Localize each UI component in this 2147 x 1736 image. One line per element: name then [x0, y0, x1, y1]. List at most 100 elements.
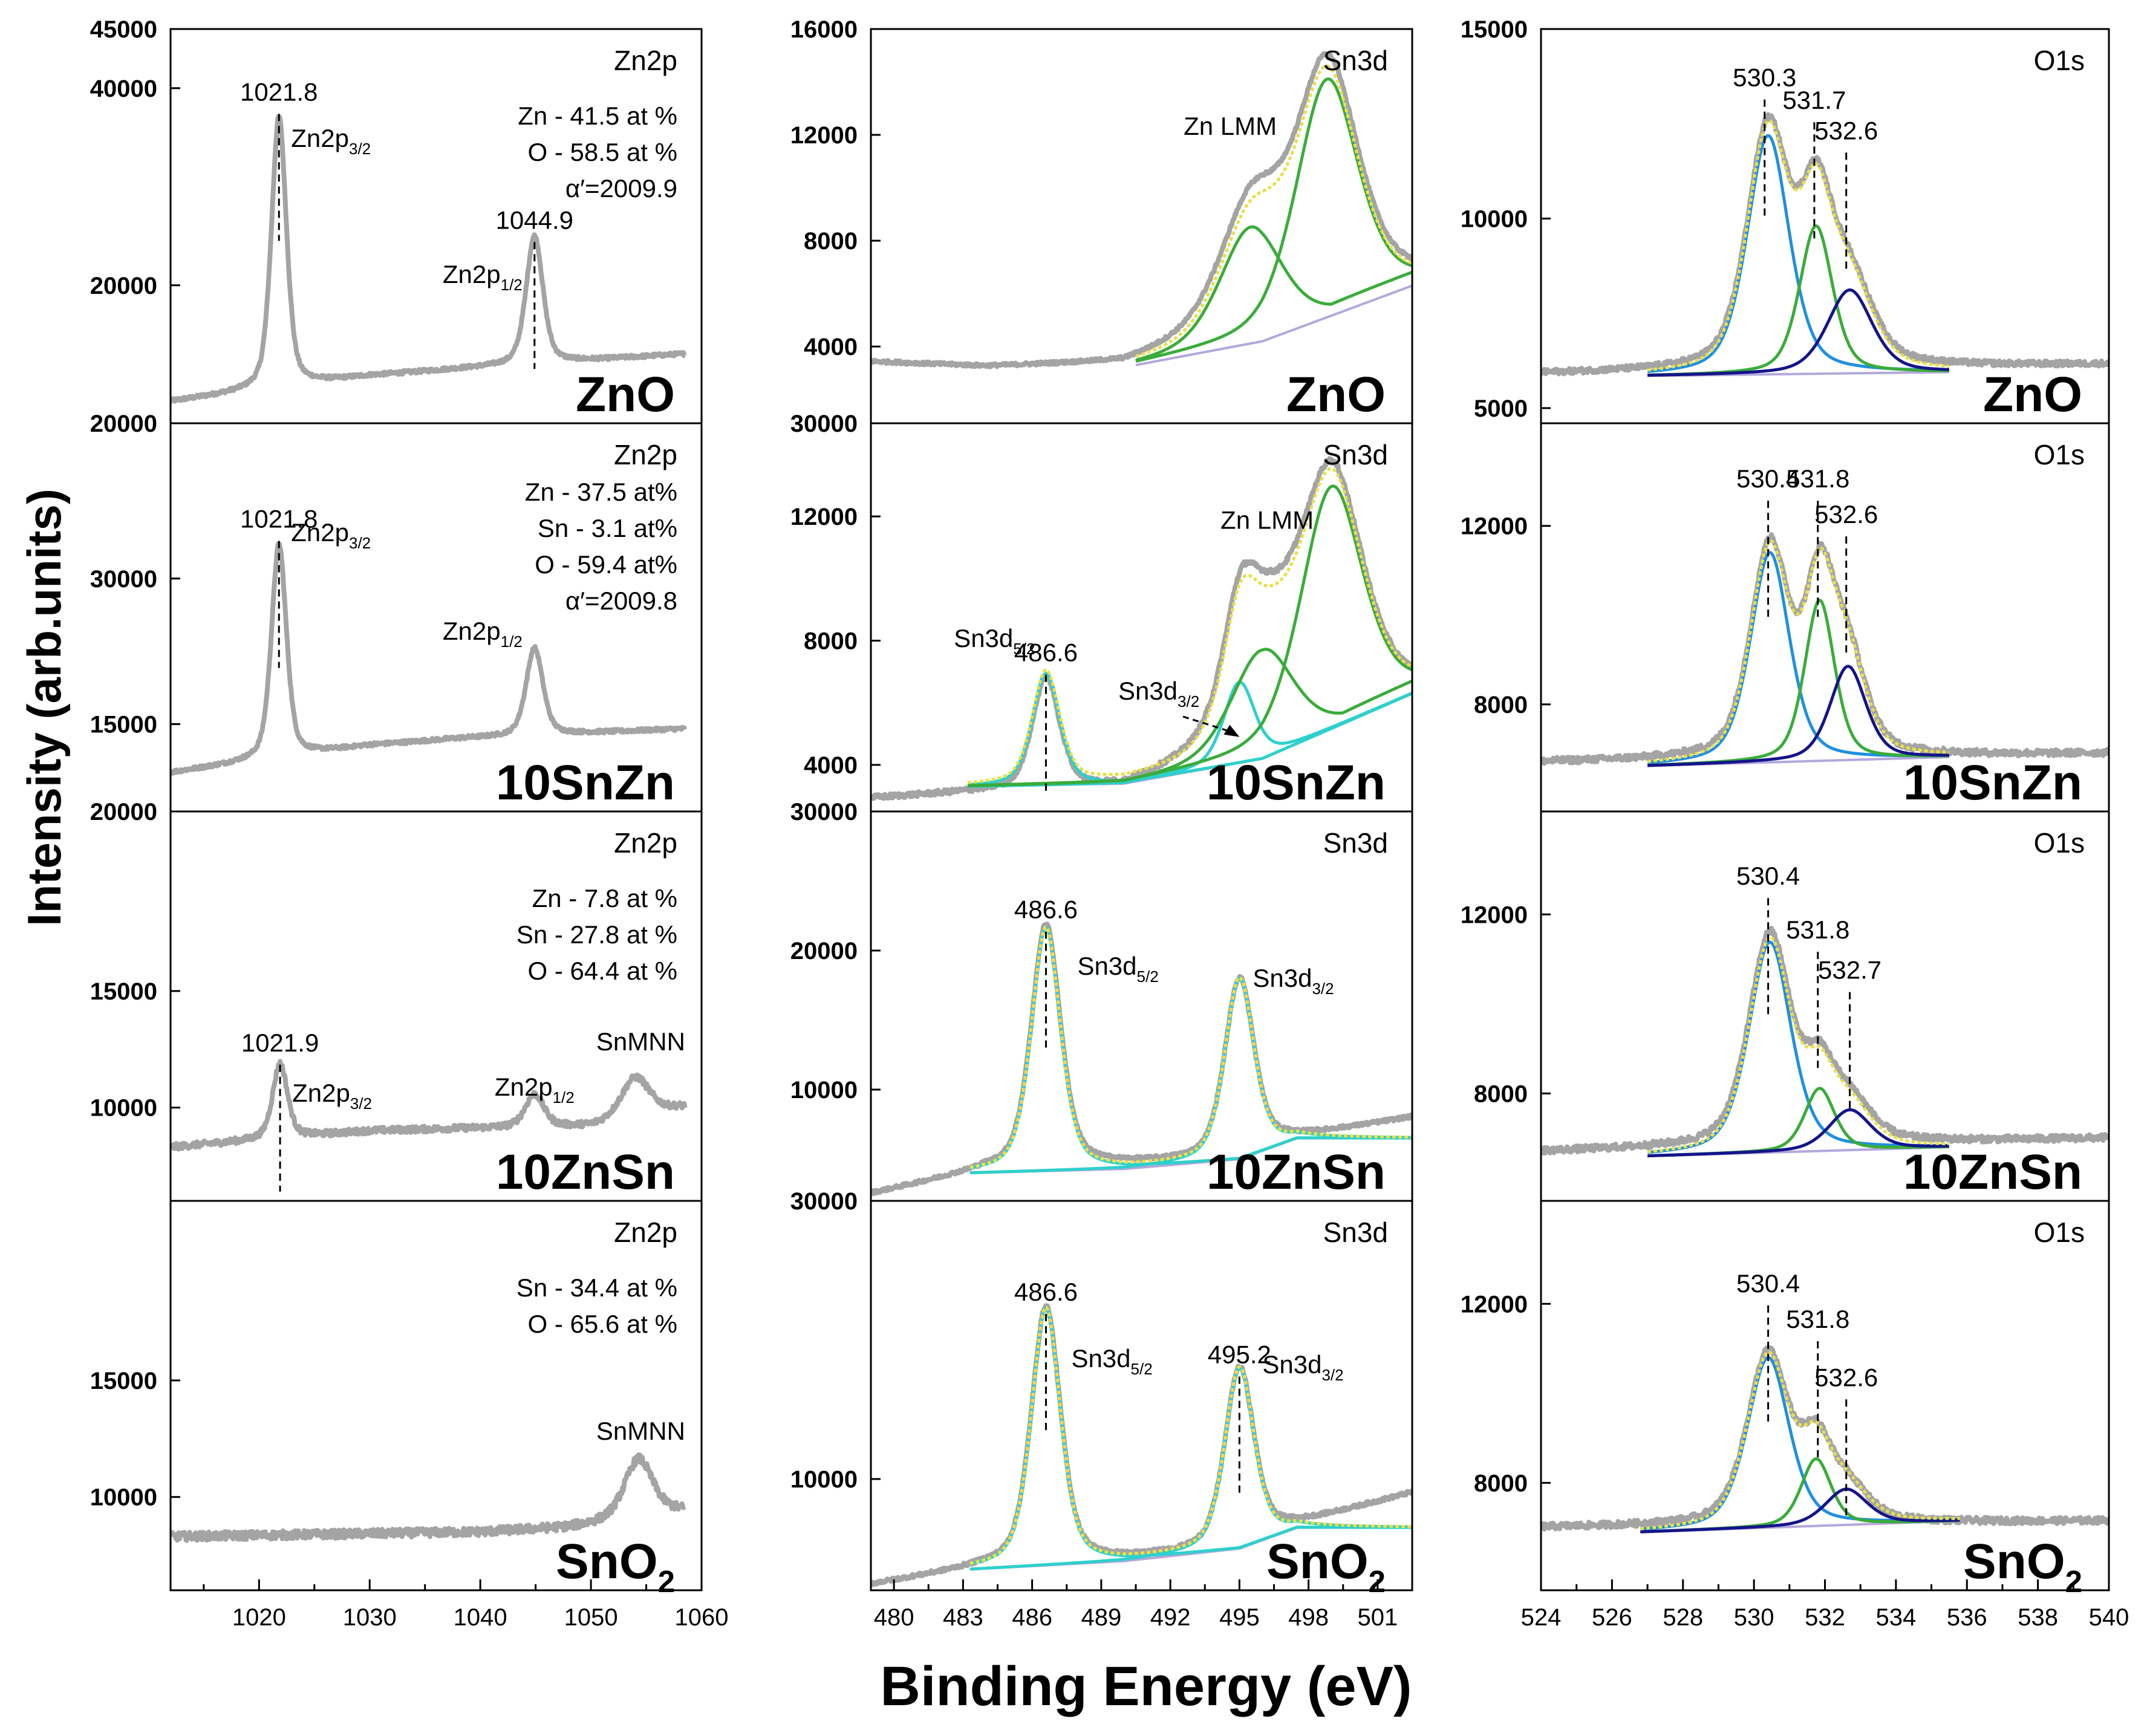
sample-label: 10ZnSn — [1207, 1145, 1386, 1200]
plot-area — [871, 456, 1412, 801]
region-label: O1s — [2034, 45, 2085, 76]
panel-frame — [870, 1200, 1413, 1591]
peak-annotation: 530.4 — [1736, 464, 1800, 622]
panel-frame — [870, 810, 1413, 1202]
fit-component-495 — [969, 976, 1412, 1174]
sample-label: 10ZnSn — [496, 1145, 675, 1200]
y-tick-label: 8000 — [804, 228, 858, 255]
region-label: Zn2p — [614, 439, 677, 470]
x-tick-label: 483 — [943, 1604, 983, 1631]
arrow-line — [1182, 715, 1233, 733]
panel-frame — [169, 810, 703, 1202]
peak-position-label: 532.7 — [1818, 956, 1881, 984]
region-label: Zn2p — [614, 827, 677, 859]
x-tick-label: 501 — [1357, 1604, 1398, 1631]
x-tick-label: 524 — [1521, 1604, 1562, 1631]
fit-component-486.6 — [969, 926, 1412, 1169]
sample-label: 10SnZn — [1207, 755, 1386, 810]
peak-position-label: 1021.8 — [240, 77, 318, 106]
composition-line: O - 64.4 at % — [528, 957, 677, 985]
plot-area — [171, 541, 688, 776]
y-tick-label: 10000 — [790, 1077, 858, 1104]
peak-position-label: 495.2 — [1208, 1341, 1271, 1369]
peak-annotation: 486.6 — [1014, 639, 1078, 796]
auger-parameter: α′=2009.9 — [565, 174, 677, 203]
y-tick-label: 20000 — [790, 938, 858, 964]
y-top-label: 30000 — [790, 799, 858, 825]
composition-line: O - 65.6 at % — [528, 1310, 677, 1338]
y-tick-label: 12000 — [1461, 513, 1528, 540]
peak-position-label: 1021.8 — [240, 505, 318, 533]
peak-position-label: 532.6 — [1814, 116, 1878, 145]
peak-annotation: 495.2 — [1208, 1341, 1271, 1498]
region-label: Zn2p — [614, 1217, 677, 1248]
fit-component-495.5 — [1135, 225, 1412, 362]
y-tick-label: 12000 — [790, 504, 858, 530]
peak-position-label: 486.6 — [1014, 896, 1078, 924]
x-axis-column-2: 524 526 528 530 532 534 536 538 540 — [1521, 1579, 2129, 1631]
plot-area — [1541, 1345, 2109, 1533]
fit-envelope-line — [1135, 64, 1412, 358]
plot-area — [171, 114, 687, 404]
peak-annotation: 1044.9 — [496, 206, 573, 369]
panel-sn3d-10snzn: 4000 8000 12000 30000 Sn3d 10SnZn 486.6Sn3d5/2… — [790, 411, 1413, 813]
peak-annotation: 530.4 — [1736, 862, 1800, 1019]
y-tick-label: 12000 — [790, 122, 858, 149]
panel-zn2p-zno: 20000 40000 45000 Zn2p ZnO Zn - 41.5 at % O - … — [90, 16, 703, 424]
peak-position-label: 486.6 — [1014, 1278, 1078, 1306]
y-tick-label: 8000 — [804, 628, 858, 655]
x-tick-label: 1020 — [232, 1604, 286, 1631]
region-label: O1s — [2034, 1217, 2085, 1248]
y-tick-label: 10000 — [790, 1466, 858, 1493]
fit-envelope-line — [1647, 539, 1950, 763]
region-label: Sn3d — [1323, 45, 1388, 76]
peak-position-label: SnMNN — [596, 1417, 685, 1445]
region-label: Sn3d — [1323, 439, 1388, 470]
y-tick-label: 12000 — [1461, 902, 1528, 928]
panel-frame — [870, 422, 1413, 813]
peak-annotation: 531.8 — [1786, 1305, 1849, 1463]
y-top-label: 15000 — [1461, 16, 1528, 43]
y-top-label: 30000 — [790, 411, 858, 437]
peak-annotation: 530.3 — [1733, 63, 1796, 221]
peak-assignment-label: Zn2p1/2 — [443, 617, 523, 651]
x-tick-label: 532 — [1805, 1604, 1845, 1631]
composition-line: Zn - 37.5 at% — [525, 478, 677, 506]
peak-position-label: 1044.9 — [496, 206, 573, 234]
x-axis-column-0: 1020 1030 1040 1050 1060 — [203, 1579, 728, 1631]
panel-zn2p-10znsn: 10000 15000 20000 Zn2p 10ZnSn Zn - 7.8 at % Sn… — [90, 799, 703, 1202]
x-tick-label: 536 — [1947, 1604, 1987, 1631]
x-axis-column-1: 480 483 486 489 492 495 498 501 — [874, 1579, 1413, 1631]
panel-sn3d-zno: 4000 8000 12000 16000 Sn3d ZnO Zn LMM — [790, 16, 1413, 424]
peak-annotation: 486.6 — [1014, 1278, 1078, 1435]
peak-position-label: 530.4 — [1736, 1269, 1800, 1298]
composition-line: O - 59.4 at% — [535, 550, 677, 579]
peak-annotation: 1021.9 — [241, 1029, 319, 1192]
peak-position-label: SnMNN — [596, 1027, 685, 1056]
arrow-head — [1223, 724, 1240, 737]
fit-envelope-line — [1640, 1350, 1960, 1530]
composition-line: Sn - 27.8 at % — [516, 920, 677, 949]
x-tick-label: 1050 — [564, 1604, 618, 1631]
peak-assignment-label: Sn3d5/2 — [1077, 952, 1158, 986]
y-tick-label: 10000 — [90, 1484, 157, 1511]
annotation-label: Zn LMM — [1184, 112, 1277, 140]
sample-label: ZnO — [1983, 367, 2082, 422]
x-tick-label: 528 — [1663, 1604, 1703, 1631]
raw-spectrum-line — [171, 114, 687, 404]
composition-line: Sn - 34.4 at % — [516, 1273, 677, 1302]
composition-line: Zn - 41.5 at % — [518, 102, 677, 130]
peak-assignment-label: Zn2p3/2 — [291, 124, 371, 158]
y-tick-label: 20000 — [90, 273, 157, 299]
raw-spectrum-line — [871, 51, 1412, 369]
peak-annotation: SnMNN — [596, 1417, 685, 1445]
plot-area — [171, 1059, 688, 1152]
peak-assignment-label: Sn3d5/2 — [1071, 1344, 1152, 1378]
fit-component-530.4 — [1647, 134, 1949, 373]
region-label: Sn3d — [1323, 1217, 1388, 1248]
peak-annotation: 486.6 — [1014, 896, 1078, 1053]
y-tick-label: 4000 — [804, 334, 858, 360]
raw-spectrum-line — [1541, 532, 2109, 766]
